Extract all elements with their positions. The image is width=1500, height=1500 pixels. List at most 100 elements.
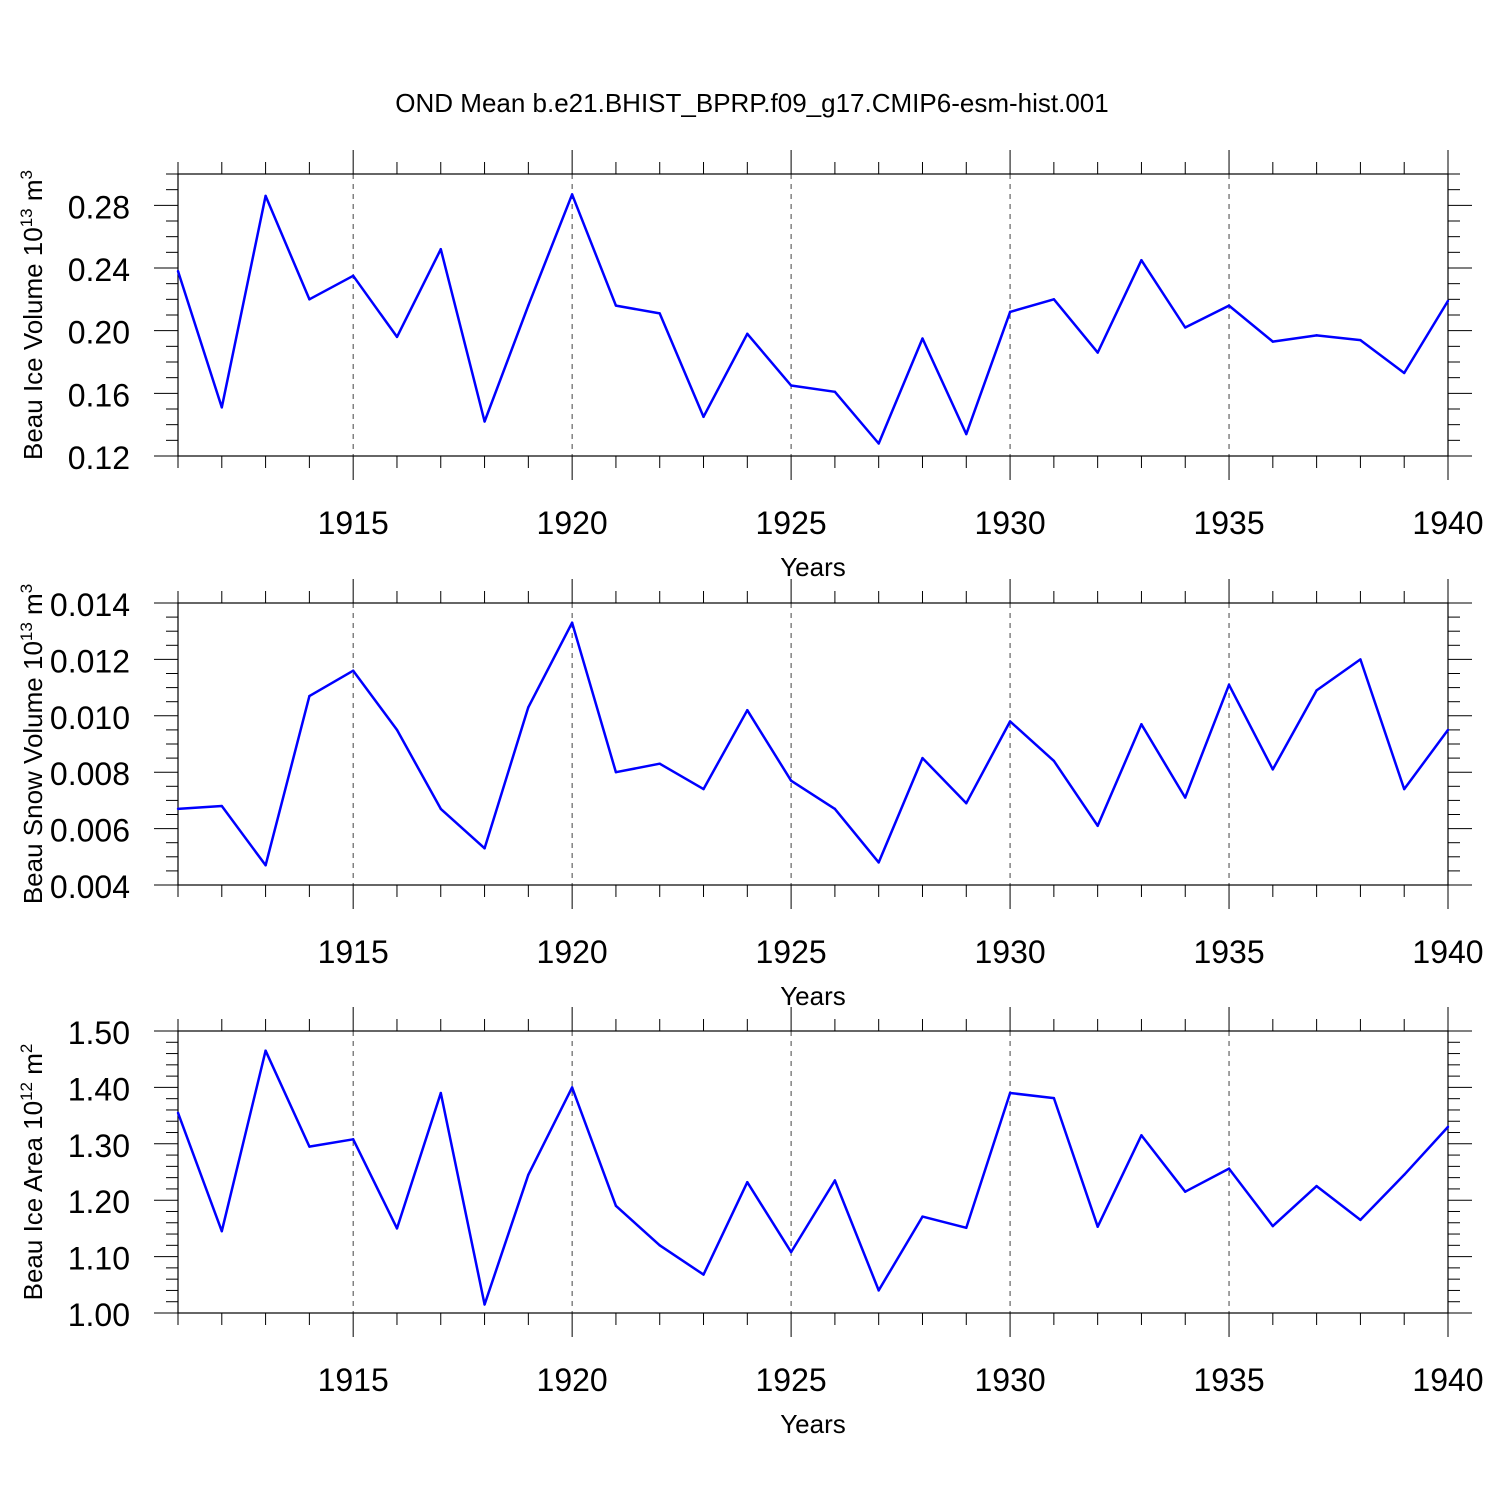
data-point: [1227, 1167, 1231, 1170]
data-point: [483, 847, 486, 850]
data-point: [614, 1204, 618, 1208]
y-tick-label: 0.014: [50, 587, 130, 623]
data-point: [1446, 1125, 1450, 1129]
x-tick-label: 1935: [1193, 934, 1264, 970]
data-point: [789, 779, 793, 782]
x-tick-label: 1935: [1193, 1362, 1264, 1398]
data-point: [965, 1226, 968, 1230]
data-point: [1140, 258, 1143, 262]
y-tick-label: 0.006: [50, 813, 130, 849]
data-point: [308, 1145, 311, 1148]
data-point: [1403, 1173, 1406, 1177]
data-point: [570, 193, 574, 196]
data-point: [746, 1180, 749, 1184]
y-tick-label: 0.24: [68, 252, 130, 288]
data-point: [351, 1138, 355, 1141]
data-point: [746, 708, 749, 712]
plot-frame: [177, 173, 1449, 457]
data-point: [483, 420, 486, 423]
data-point: [439, 248, 442, 251]
plot-frame: [177, 602, 1449, 886]
data-point: [1008, 720, 1012, 723]
data-point: [395, 335, 399, 339]
data-point: [1227, 304, 1231, 307]
x-tick-label: 1925: [756, 505, 827, 541]
data-point: [614, 304, 618, 307]
panel-2: 0.004 0.006 0.008 0.010 0.012 0.014 1915 1920 19…: [17, 579, 1484, 1011]
data-point: [1271, 768, 1275, 771]
data-point: [1271, 1224, 1275, 1228]
y-tick-label: 1.50: [68, 1015, 130, 1051]
y-tick-label: 0.012: [50, 643, 130, 679]
data-point: [395, 728, 399, 732]
data-point: [1315, 334, 1318, 337]
x-tick-label: 1920: [537, 505, 608, 541]
data-point: [1008, 310, 1012, 314]
y-tick-label: 1.30: [68, 1128, 130, 1164]
y-tick-label: 1.40: [68, 1071, 130, 1107]
data-point: [439, 807, 442, 811]
data-point: [702, 787, 705, 791]
panel-3: 1.00 1.10 1.20 1.30 1.40 1.50 1915 1920 1925 1930…: [17, 1007, 1484, 1439]
x-tick-label: 1925: [756, 934, 827, 970]
x-axis-label: Years: [780, 1409, 846, 1439]
series-line: [177, 621, 1450, 867]
data-point: [921, 756, 924, 760]
data-point: [176, 269, 180, 273]
data-point: [1227, 683, 1231, 686]
data-point: [833, 807, 837, 811]
data-point: [1359, 658, 1362, 661]
x-tick-label: 1930: [974, 1362, 1045, 1398]
data-point: [1403, 371, 1406, 375]
y-tick-label: 0.16: [68, 377, 130, 413]
x-tick-label: 1915: [318, 934, 389, 970]
data-point: [439, 1091, 442, 1095]
data-point: [527, 1173, 530, 1177]
data-point: [746, 332, 749, 335]
data-point: [220, 1230, 223, 1233]
data-point: [176, 1111, 180, 1114]
y-axis-label: Beau Snow Volume 1013 m3: [17, 584, 48, 904]
data-point: [527, 304, 530, 307]
data-point: [1140, 723, 1143, 726]
x-tick-label: 1935: [1193, 505, 1264, 541]
data-point: [1052, 1096, 1056, 1100]
data-point: [264, 1049, 267, 1052]
data-point: [1008, 1091, 1012, 1095]
data-point: [483, 1303, 486, 1306]
data-point: [220, 406, 223, 409]
y-tick-label: 0.004: [50, 869, 130, 905]
x-tick-label: 1940: [1412, 934, 1483, 970]
data-point: [1096, 1225, 1099, 1228]
data-point: [176, 807, 180, 811]
data-point: [702, 1273, 705, 1276]
data-point: [1052, 759, 1056, 763]
plot-frame: [177, 1030, 1449, 1314]
data-point: [877, 1289, 880, 1292]
data-point: [1315, 689, 1318, 692]
series-line: [176, 193, 1450, 445]
data-point: [308, 694, 311, 698]
x-tick-label: 1930: [974, 505, 1045, 541]
x-tick-label: 1925: [756, 1362, 827, 1398]
data-point: [1096, 351, 1099, 354]
y-axis-label: Beau Ice Area 1012 m2: [17, 1044, 48, 1301]
data-point: [1052, 298, 1056, 301]
data-point: [789, 384, 793, 387]
y-tick-label: 1.20: [68, 1184, 130, 1220]
data-point: [877, 442, 880, 445]
data-point: [1359, 338, 1362, 342]
x-tick-label: 1920: [537, 1362, 608, 1398]
data-point: [702, 415, 705, 419]
figure-title: OND Mean b.e21.BHIST_BPRP.f09_g17.CMIP6-…: [395, 88, 1108, 118]
data-point: [1184, 326, 1187, 329]
data-point: [395, 1227, 399, 1230]
data-point: [833, 390, 837, 393]
x-tick-label: 1920: [537, 934, 608, 970]
data-point: [570, 1086, 574, 1089]
data-point: [921, 1215, 924, 1218]
y-tick-label: 0.008: [50, 756, 130, 792]
x-tick-label: 1930: [974, 934, 1045, 970]
panel-1: 0.12 0.16 0.20 0.24 0.28 1915 1920 1925 1930 1935…: [17, 150, 1484, 582]
y-tick-label: 0.010: [50, 700, 130, 736]
